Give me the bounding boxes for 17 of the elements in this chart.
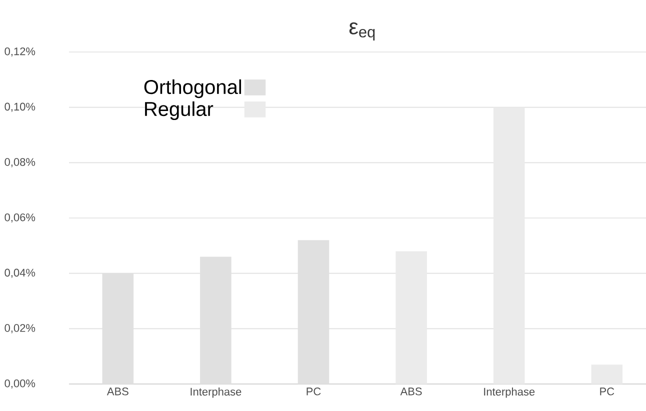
y-tick-label: 0,12%	[4, 47, 36, 57]
legend-label: Regular	[145, 101, 214, 120]
y-tick-label: 0,08%	[4, 158, 36, 168]
x-tick-label: PC	[600, 388, 614, 396]
x-tick-label: PC	[306, 388, 321, 396]
x-tick-label: ABS	[400, 388, 422, 396]
y-tick-label: 0,00%	[4, 379, 36, 389]
y-tick-label: 0,10%	[4, 102, 36, 112]
x-tick-label: Interphase	[190, 388, 242, 398]
y-tick-label: 0,02%	[4, 324, 36, 334]
chart-title: ε$_{eq}$	[349, 22, 375, 40]
x-tick-label: Interphase	[484, 388, 535, 398]
x-tick-label: ABS	[106, 388, 128, 396]
legend-label: Orthogonal	[144, 79, 242, 98]
y-tick-label: 0,04%	[4, 268, 36, 278]
y-tick-label: 0,06%	[4, 213, 36, 223]
bar	[591, 364, 623, 384]
